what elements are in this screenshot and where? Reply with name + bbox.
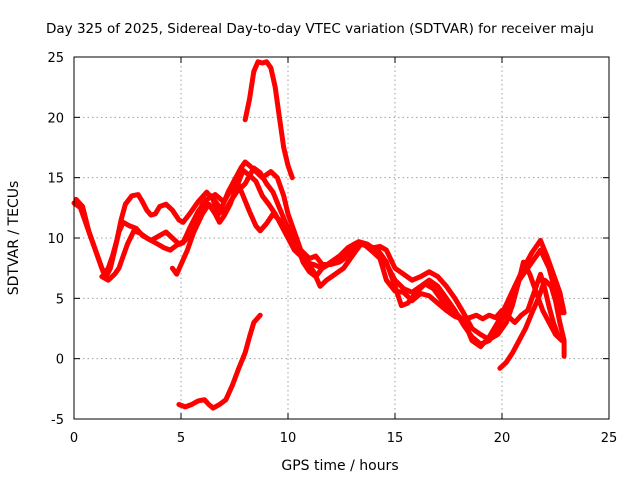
y-tick-label: -5 xyxy=(51,413,64,428)
x-tick-label: 20 xyxy=(494,431,511,446)
x-axis-label: GPS time / hours xyxy=(281,458,398,474)
series-track-a xyxy=(71,159,565,344)
chart-title: Day 325 of 2025, Sidereal Day-to-day VTE… xyxy=(46,21,594,37)
y-tick-label: 10 xyxy=(47,232,64,247)
y-tick-label: 0 xyxy=(56,353,64,368)
series-track-g xyxy=(497,277,567,371)
y-tick-label: 15 xyxy=(47,172,64,187)
y-tick-label: 25 xyxy=(47,51,64,66)
x-tick-label: 25 xyxy=(601,431,618,446)
y-tick-label: 5 xyxy=(56,292,64,307)
series-track-e xyxy=(242,59,295,181)
x-axis-ticks: 0 5 10 15 20 25 xyxy=(70,57,617,446)
y-tick-label: 20 xyxy=(47,111,64,126)
y-axis-label: SDTVAR / TECUs xyxy=(6,181,22,296)
y-axis-ticks: -5 0 5 10 15 20 25 xyxy=(47,51,609,428)
x-tick-label: 0 xyxy=(70,431,78,446)
x-tick-label: 5 xyxy=(177,431,185,446)
series-track-c xyxy=(169,167,565,350)
series-track-d xyxy=(99,177,565,342)
series-track-f xyxy=(176,312,263,411)
x-tick-label: 15 xyxy=(387,431,404,446)
x-tick-label: 10 xyxy=(280,431,297,446)
data-series xyxy=(71,59,567,411)
